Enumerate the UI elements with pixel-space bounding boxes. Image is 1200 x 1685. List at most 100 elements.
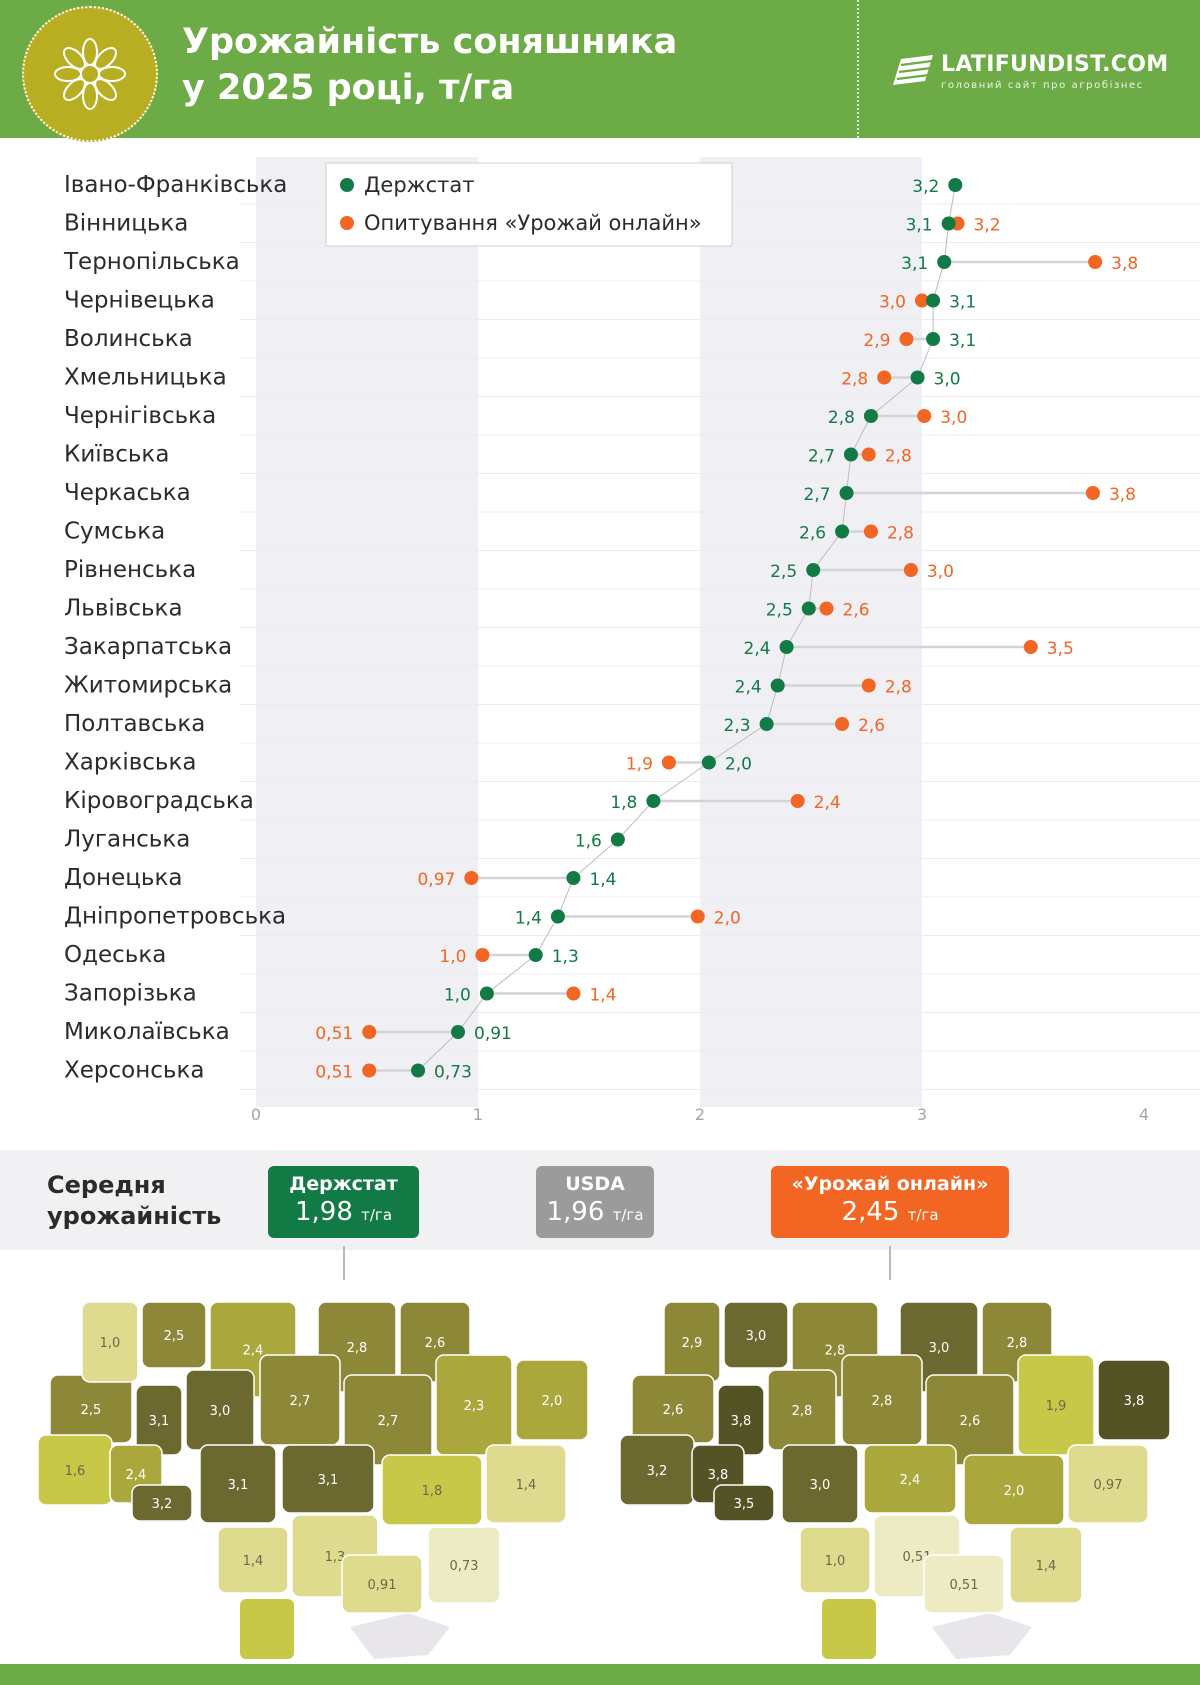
map-region <box>1097 1359 1171 1441</box>
x-tick-label: 0 <box>251 1105 261 1124</box>
survey-point <box>690 909 705 924</box>
region-label: Запорізька <box>64 981 197 1007</box>
derzhstat-point <box>910 370 925 385</box>
survey-value-label: 2,6 <box>858 716 885 736</box>
map-region-value: 2,8 <box>347 1341 368 1356</box>
derzhstat-point <box>779 640 794 654</box>
x-tick-label: 3 <box>917 1105 927 1124</box>
map-region-value: 3,1 <box>228 1478 249 1493</box>
map-region <box>799 1526 871 1594</box>
region-label: Херсонська <box>64 1058 204 1084</box>
map-region-value: 1,9 <box>1046 1399 1067 1414</box>
derzhstat-point <box>863 409 878 423</box>
derzhstat-point <box>759 717 774 731</box>
derzhstat-value-label: 0,73 <box>434 1063 472 1083</box>
avg-label-survey: «Урожай онлайн» <box>791 1173 989 1195</box>
derzhstat-value-label: 1,4 <box>589 870 616 890</box>
derzhstat-value-label: 1,0 <box>444 986 471 1006</box>
map-region <box>723 1301 789 1369</box>
region-label: Тернопільська <box>63 249 240 275</box>
derzhstat-point <box>806 563 821 577</box>
map-region-value: 3,5 <box>734 1497 755 1512</box>
map-region <box>199 1444 277 1524</box>
survey-point <box>899 332 914 346</box>
derzhstat-value-label: 2,7 <box>808 447 835 467</box>
map-region <box>1067 1444 1149 1524</box>
map-region-value: 0,91 <box>368 1578 397 1593</box>
avg-box-usda: USDA 1,96 т/га <box>536 1166 654 1238</box>
header-divider <box>857 0 859 138</box>
averages-title: Середня урожайність <box>47 1170 221 1232</box>
survey-value-label: 3,8 <box>1109 485 1136 505</box>
region-label: Івано-Франківська <box>64 172 287 198</box>
derzhstat-value-label: 1,3 <box>552 947 579 967</box>
map-region <box>131 1484 193 1522</box>
legend-marker <box>340 216 354 230</box>
map-region-value: 3,8 <box>1124 1394 1145 1409</box>
derzhstat-point <box>479 986 494 1001</box>
avg-box-derzhstat: Держстат 1,98 т/га <box>268 1166 419 1238</box>
survey-value-label: 2,9 <box>863 331 890 351</box>
derzhstat-value-label: 3,1 <box>906 216 933 236</box>
ukraine-yield-maps: 3,1 2,5 2,4 2,8 2,6 2,5 3,1 3,0 2,7 2,7 2,3 2,0 1,6 2… <box>37 1301 1171 1659</box>
map-region-value: 3,0 <box>810 1478 831 1493</box>
avg-value-survey: 2,45 т/га <box>841 1197 939 1227</box>
derzhstat-value-label: 1,4 <box>515 909 542 929</box>
survey-value-label: 3,0 <box>940 408 967 428</box>
map-region-value: 3,1 <box>149 1414 170 1429</box>
map-region-value: 1,0 <box>100 1336 121 1351</box>
survey-point <box>877 370 892 385</box>
survey-value-label: 1,0 <box>439 947 466 967</box>
map-region <box>141 1301 207 1369</box>
map-region <box>341 1554 423 1614</box>
avg-value-derzhstat: 1,98 т/га <box>294 1197 393 1227</box>
derzhstat-value-label: 3,0 <box>934 370 961 390</box>
region-label: Закарпатська <box>64 634 232 660</box>
map-region-value: 1,6 <box>65 1464 86 1479</box>
map-region <box>281 1444 375 1514</box>
derzhstat-point <box>411 1063 426 1078</box>
map-region-value: 0,51 <box>950 1578 979 1593</box>
region-label: Чернівецька <box>64 288 215 314</box>
derzhstat-point <box>948 178 963 192</box>
region-label: Кіровоградська <box>64 788 254 814</box>
map-region <box>485 1444 567 1524</box>
chart-legend: Держстат Опитування «Урожай онлайн» <box>325 162 733 247</box>
sunflower-icon <box>54 38 126 110</box>
map-region-value: 0,97 <box>1094 1478 1123 1493</box>
survey-value-label: 3,8 <box>1111 254 1138 274</box>
derzhstat-value-label: 2,4 <box>735 678 762 698</box>
map-region-value: 2,8 <box>872 1394 893 1409</box>
survey-point <box>362 1063 377 1078</box>
averages-title-line-1: Середня <box>47 1171 166 1199</box>
logo-name: LATIFUNDIST.COM <box>941 52 1169 77</box>
derzhstat-value-label: 2,7 <box>803 485 830 505</box>
legend-label: Держстат <box>364 173 474 197</box>
survey-point <box>915 293 929 308</box>
page-title: Урожайність соняшника у 2025 році, т/га <box>182 20 677 111</box>
survey-point <box>464 871 479 885</box>
avg-box-survey: «Урожай онлайн» 2,45 т/га <box>771 1166 1009 1238</box>
map-region-value: 1,4 <box>516 1478 537 1493</box>
map-region-value: 1,3 <box>325 1550 346 1565</box>
survey-point <box>362 1025 377 1039</box>
survey-value-label: 2,4 <box>814 793 841 813</box>
survey-value-label: 0,51 <box>315 1024 353 1044</box>
derzhstat-point <box>843 447 858 462</box>
derzhstat-point <box>646 794 661 808</box>
map-region-value: 3,2 <box>152 1497 173 1512</box>
region-label: Харківська <box>64 750 196 776</box>
sunflower-emblem <box>22 6 158 142</box>
derzhstat-ukraine-map: 3,1 2,5 2,4 2,8 2,6 2,5 3,1 3,0 2,7 2,7 2,3 2,0 1,6 2… <box>37 1301 589 1659</box>
map-region-value: 2,5 <box>164 1329 185 1344</box>
title-line-1: Урожайність соняшника <box>182 22 678 62</box>
x-tick-label: 2 <box>695 1105 705 1124</box>
avg-value-usda: 1,96 т/га <box>546 1197 644 1227</box>
region-label: Львівська <box>64 596 183 622</box>
survey-point <box>566 986 581 1001</box>
region-label: Хмельницька <box>64 365 227 391</box>
survey-value-label: 2,6 <box>843 601 870 621</box>
derzhstat-point <box>926 332 941 346</box>
derzhstat-point <box>451 1025 466 1039</box>
derzhstat-point <box>835 524 850 539</box>
